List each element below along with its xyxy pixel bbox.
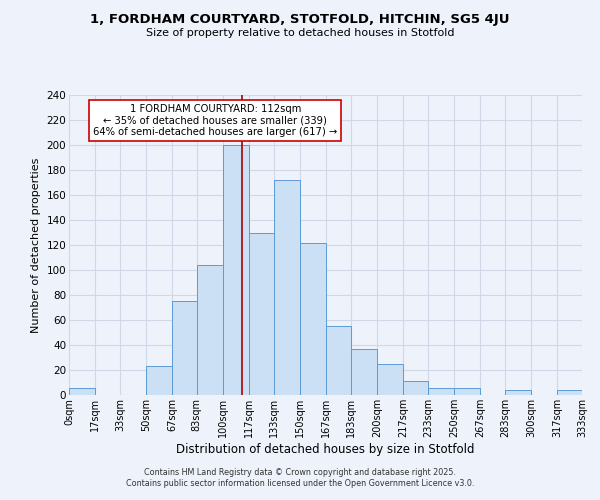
Bar (377, 364, 403, 395)
Y-axis label: Number of detached properties: Number of detached properties (31, 158, 41, 332)
Bar (249, 232, 274, 395)
Bar (197, 265, 223, 395)
X-axis label: Distribution of detached houses by size in Stotfold: Distribution of detached houses by size … (176, 442, 475, 456)
Bar (557, 390, 582, 395)
Bar (223, 145, 249, 395)
Bar (505, 390, 531, 395)
Bar (300, 242, 326, 395)
Bar (69, 388, 95, 395)
Bar (403, 381, 428, 395)
Bar (274, 180, 300, 395)
Bar (454, 388, 481, 395)
Text: 1 FORDHAM COURTYARD: 112sqm
← 35% of detached houses are smaller (339)
64% of se: 1 FORDHAM COURTYARD: 112sqm ← 35% of det… (93, 104, 337, 137)
Bar (351, 349, 377, 395)
Bar (146, 366, 172, 395)
Bar (428, 388, 454, 395)
Text: 1, FORDHAM COURTYARD, STOTFOLD, HITCHIN, SG5 4JU: 1, FORDHAM COURTYARD, STOTFOLD, HITCHIN,… (90, 12, 510, 26)
Bar (172, 301, 197, 395)
Text: Contains HM Land Registry data © Crown copyright and database right 2025.
Contai: Contains HM Land Registry data © Crown c… (126, 468, 474, 487)
Bar (326, 326, 351, 395)
Text: Size of property relative to detached houses in Stotfold: Size of property relative to detached ho… (146, 28, 454, 38)
